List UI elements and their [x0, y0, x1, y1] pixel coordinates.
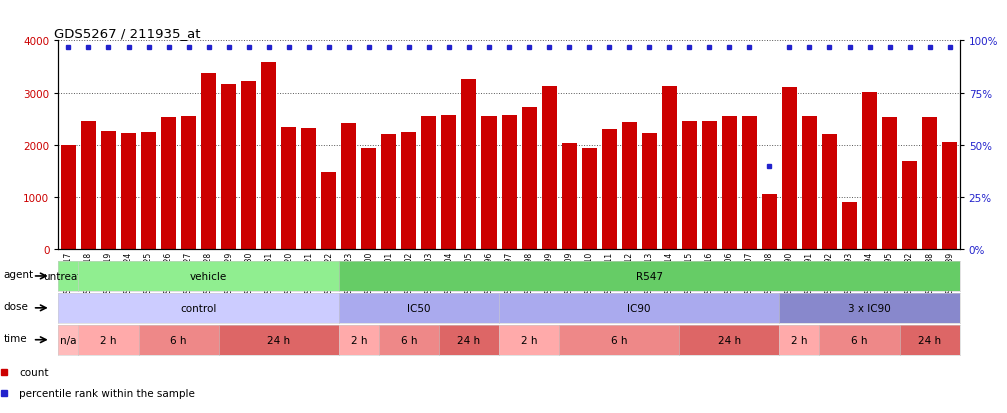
Bar [862, 93, 877, 250]
Bar [522, 107, 537, 250]
Text: 24 h: 24 h [718, 335, 741, 345]
Bar [461, 80, 476, 250]
Bar [922, 117, 938, 250]
Bar [702, 122, 717, 250]
Text: 2 h: 2 h [101, 335, 117, 345]
Text: IC90: IC90 [627, 303, 651, 313]
Text: 2 h: 2 h [350, 335, 368, 345]
Text: 6 h: 6 h [170, 335, 187, 345]
Bar [60, 146, 76, 250]
Bar [341, 123, 356, 250]
Text: 24 h: 24 h [267, 335, 290, 345]
Bar [382, 135, 397, 250]
Text: vehicle: vehicle [190, 271, 228, 281]
Bar [842, 203, 857, 250]
Bar [943, 142, 958, 250]
Bar [261, 63, 276, 250]
Text: 6 h: 6 h [401, 335, 417, 345]
Text: count: count [19, 367, 48, 377]
Text: agent: agent [3, 270, 33, 280]
Text: control: control [180, 303, 217, 313]
Bar [481, 116, 496, 250]
Bar [781, 88, 797, 250]
Text: 6 h: 6 h [611, 335, 627, 345]
Text: IC50: IC50 [407, 303, 431, 313]
Text: 3 x IC90: 3 x IC90 [848, 303, 891, 313]
Bar [222, 85, 237, 250]
Bar [121, 134, 136, 250]
Text: 2 h: 2 h [521, 335, 538, 345]
Bar [101, 131, 116, 250]
Bar [621, 123, 636, 250]
Bar [321, 172, 336, 250]
Bar [682, 121, 697, 250]
Text: percentile rank within the sample: percentile rank within the sample [19, 388, 195, 398]
Text: untreated: untreated [42, 271, 94, 281]
Bar [601, 129, 616, 250]
Text: R547: R547 [635, 271, 663, 281]
Bar [421, 116, 436, 250]
Text: GDS5267 / 211935_at: GDS5267 / 211935_at [54, 27, 200, 40]
Bar [722, 116, 737, 250]
Bar [281, 128, 296, 250]
Bar [362, 148, 377, 250]
Text: n/a: n/a [60, 335, 77, 345]
Bar [582, 148, 597, 250]
Bar [662, 87, 677, 250]
Bar [902, 161, 917, 250]
Bar [241, 82, 256, 250]
Bar [402, 133, 417, 250]
Bar [822, 135, 837, 250]
Text: dose: dose [3, 301, 28, 311]
Bar [802, 116, 817, 250]
Bar [641, 133, 657, 250]
Bar [762, 195, 777, 250]
Bar [161, 118, 176, 250]
Bar [81, 122, 96, 250]
Text: 24 h: 24 h [918, 335, 942, 345]
Bar [562, 143, 577, 250]
Bar [201, 74, 217, 250]
Bar [141, 133, 156, 250]
Text: 6 h: 6 h [851, 335, 868, 345]
Bar [542, 87, 557, 250]
Bar [181, 116, 196, 250]
Bar [882, 118, 897, 250]
Text: time: time [3, 333, 27, 343]
Bar [742, 117, 757, 250]
Text: 2 h: 2 h [792, 335, 808, 345]
Bar [301, 128, 316, 250]
Bar [501, 115, 517, 250]
Text: 24 h: 24 h [457, 335, 480, 345]
Bar [441, 115, 456, 250]
